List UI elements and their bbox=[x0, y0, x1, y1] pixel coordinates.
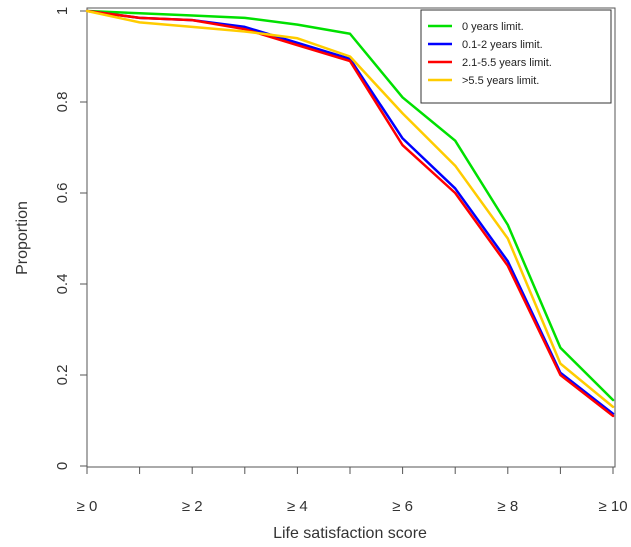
y-axis-title: Proportion bbox=[14, 201, 31, 275]
axes: ≥ 0 ≥ 2 ≥ 4 ≥ 6 ≥ 8 ≥ 10 0 0.2 0.4 0.6 0.8 1 bbox=[54, 7, 628, 515]
legend: 0 years limit. 0.1-2 years limit. 2.1-5.5 … bbox=[420, 9, 612, 104]
x-tick-label: ≥ 0 bbox=[77, 498, 98, 515]
legend-label: 2.1-5.5 years limit. bbox=[462, 57, 552, 69]
y-tick-label: 0.8 bbox=[54, 92, 71, 113]
legend-box bbox=[420, 9, 612, 104]
series-line-0 bbox=[85, 9, 615, 402]
series-line-3 bbox=[85, 9, 615, 409]
y-tick-label: 1 bbox=[54, 7, 71, 15]
x-tick-label: ≥ 10 bbox=[598, 498, 627, 515]
legend-label: >5.5 years limit. bbox=[462, 75, 539, 87]
x-tick-label: ≥ 4 bbox=[287, 498, 308, 515]
y-tick-label: 0.2 bbox=[54, 365, 71, 386]
y-tick-label: 0.6 bbox=[54, 183, 71, 204]
plot-frame bbox=[86, 7, 616, 468]
legend-label: 0.1-2 years limit. bbox=[462, 39, 543, 51]
x-tick-label: ≥ 8 bbox=[497, 498, 518, 515]
legend-label: 0 years limit. bbox=[462, 21, 524, 33]
series-line-2 bbox=[85, 9, 615, 418]
x-axis-title: Life satisfaction score bbox=[273, 525, 427, 542]
y-tick-label: 0.4 bbox=[54, 274, 71, 295]
series-layer bbox=[85, 9, 615, 418]
y-tick-label: 0 bbox=[54, 462, 71, 470]
x-tick-label: ≥ 6 bbox=[392, 498, 413, 515]
x-tick-label: ≥ 2 bbox=[182, 498, 203, 515]
